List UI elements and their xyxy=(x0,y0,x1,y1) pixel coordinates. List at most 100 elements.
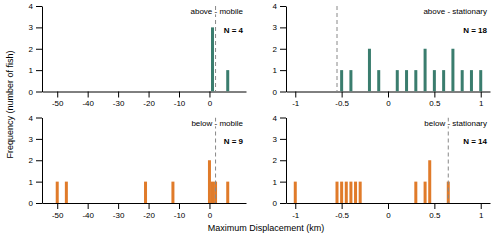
y-tick: 4 xyxy=(273,2,286,11)
y-tick: 3 xyxy=(29,23,42,32)
annotation: N = 14 xyxy=(463,137,487,146)
y-tick-label: 2 xyxy=(273,45,278,54)
bar xyxy=(396,70,399,91)
bar xyxy=(65,182,68,203)
x-tick-label: -30 xyxy=(113,211,125,220)
reference-line xyxy=(448,118,449,204)
x-axis: -50-40-30-20-100 xyxy=(43,203,247,220)
y-tick-label: 3 xyxy=(273,135,278,144)
bar xyxy=(144,182,147,203)
reference-line xyxy=(215,118,216,204)
y-tick-label: 0 xyxy=(273,199,278,208)
x-tick-label: 0 xyxy=(208,99,213,108)
bar xyxy=(345,182,348,203)
x-tick-label: 0 xyxy=(386,211,391,220)
bar xyxy=(424,182,427,203)
y-tick-mark xyxy=(36,92,42,93)
y-tick: 3 xyxy=(273,23,286,32)
y-tick-mark xyxy=(280,160,286,161)
bar xyxy=(405,70,408,91)
y-tick: 2 xyxy=(273,45,286,54)
y-axis-title: Frequency (number of fish) xyxy=(5,50,15,158)
bar xyxy=(171,182,174,203)
y-axis: 01234 xyxy=(273,114,287,209)
bar xyxy=(214,182,217,203)
y-tick-label: 1 xyxy=(29,66,34,75)
x-tick-mark xyxy=(88,203,89,209)
bar xyxy=(56,182,59,203)
x-tick: -10 xyxy=(174,203,186,220)
x-tick-mark xyxy=(295,92,296,98)
x-tick-label: 0 xyxy=(208,211,213,220)
panel: -50-40-30-20-10001234below - mobileN = 9 xyxy=(29,114,247,220)
bar xyxy=(340,70,343,91)
x-tick: -30 xyxy=(113,92,125,109)
bar xyxy=(349,70,352,91)
x-tick-label: 1 xyxy=(479,211,484,220)
y-axis-line xyxy=(286,7,287,93)
x-tick: -1 xyxy=(292,92,300,109)
bar xyxy=(294,182,297,203)
x-tick-mark xyxy=(434,92,435,98)
reference-line xyxy=(337,6,338,92)
x-axis: -1-0.500.51 xyxy=(287,203,491,220)
y-tick-mark xyxy=(36,118,42,119)
bar xyxy=(336,182,339,203)
y-tick-label: 2 xyxy=(29,156,34,165)
bar xyxy=(428,160,431,203)
x-tick: -30 xyxy=(113,203,125,220)
x-tick-label: 0 xyxy=(386,99,391,108)
y-tick-mark xyxy=(36,49,42,50)
panel-title: above - stationary xyxy=(423,7,487,16)
bar xyxy=(470,70,473,91)
annotation: N = 9 xyxy=(224,137,244,146)
y-tick-mark xyxy=(36,70,42,71)
y-tick-mark xyxy=(280,182,286,183)
annotation: N = 4 xyxy=(224,26,244,35)
y-tick-label: 1 xyxy=(273,66,278,75)
y-tick: 0 xyxy=(29,88,42,97)
bar xyxy=(211,27,214,91)
x-axis: -1-0.500.51 xyxy=(287,92,491,109)
panel: -1-0.500.5101234below - stationaryN = 14 xyxy=(273,114,491,220)
x-tick: -20 xyxy=(143,203,155,220)
x-tick-mark xyxy=(88,92,89,98)
x-tick-label: -40 xyxy=(82,211,94,220)
y-tick-label: 4 xyxy=(273,114,278,123)
bar xyxy=(447,182,450,203)
y-tick-label: 1 xyxy=(273,178,278,187)
y-tick-label: 4 xyxy=(29,114,34,123)
bar xyxy=(461,70,464,91)
x-tick-label: -40 xyxy=(82,99,94,108)
x-axis-title: Maximum Displacement (km) xyxy=(208,223,325,233)
reference-line xyxy=(215,6,216,92)
bar xyxy=(433,70,436,91)
x-tick-label: 0.5 xyxy=(429,99,441,108)
y-tick-label: 1 xyxy=(29,178,34,187)
x-tick: 0 xyxy=(208,92,213,109)
y-tick: 0 xyxy=(29,199,42,208)
bar xyxy=(211,182,214,203)
x-tick-label: -1 xyxy=(292,99,300,108)
y-tick-label: 3 xyxy=(273,23,278,32)
x-tick-mark xyxy=(342,203,343,209)
x-tick-mark xyxy=(342,92,343,98)
x-tick-mark xyxy=(481,203,482,209)
y-tick-label: 3 xyxy=(29,135,34,144)
plot-area xyxy=(294,118,450,204)
y-tick-mark xyxy=(36,203,42,204)
panel: -1-0.500.5101234above - stationaryN = 18 xyxy=(273,2,491,108)
x-tick: 0 xyxy=(208,203,213,220)
y-tick-label: 0 xyxy=(273,88,278,97)
x-tick-mark xyxy=(149,92,150,98)
y-tick: 1 xyxy=(273,66,286,75)
x-tick-mark xyxy=(209,203,210,209)
x-tick: 0.5 xyxy=(429,92,441,109)
x-tick-label: -20 xyxy=(143,99,155,108)
y-tick: 0 xyxy=(273,88,286,97)
x-axis: -50-40-30-20-100 xyxy=(43,92,247,109)
bar xyxy=(414,182,417,203)
x-tick-label: -0.5 xyxy=(335,99,349,108)
y-tick: 4 xyxy=(273,114,286,123)
plot-area xyxy=(56,118,230,204)
